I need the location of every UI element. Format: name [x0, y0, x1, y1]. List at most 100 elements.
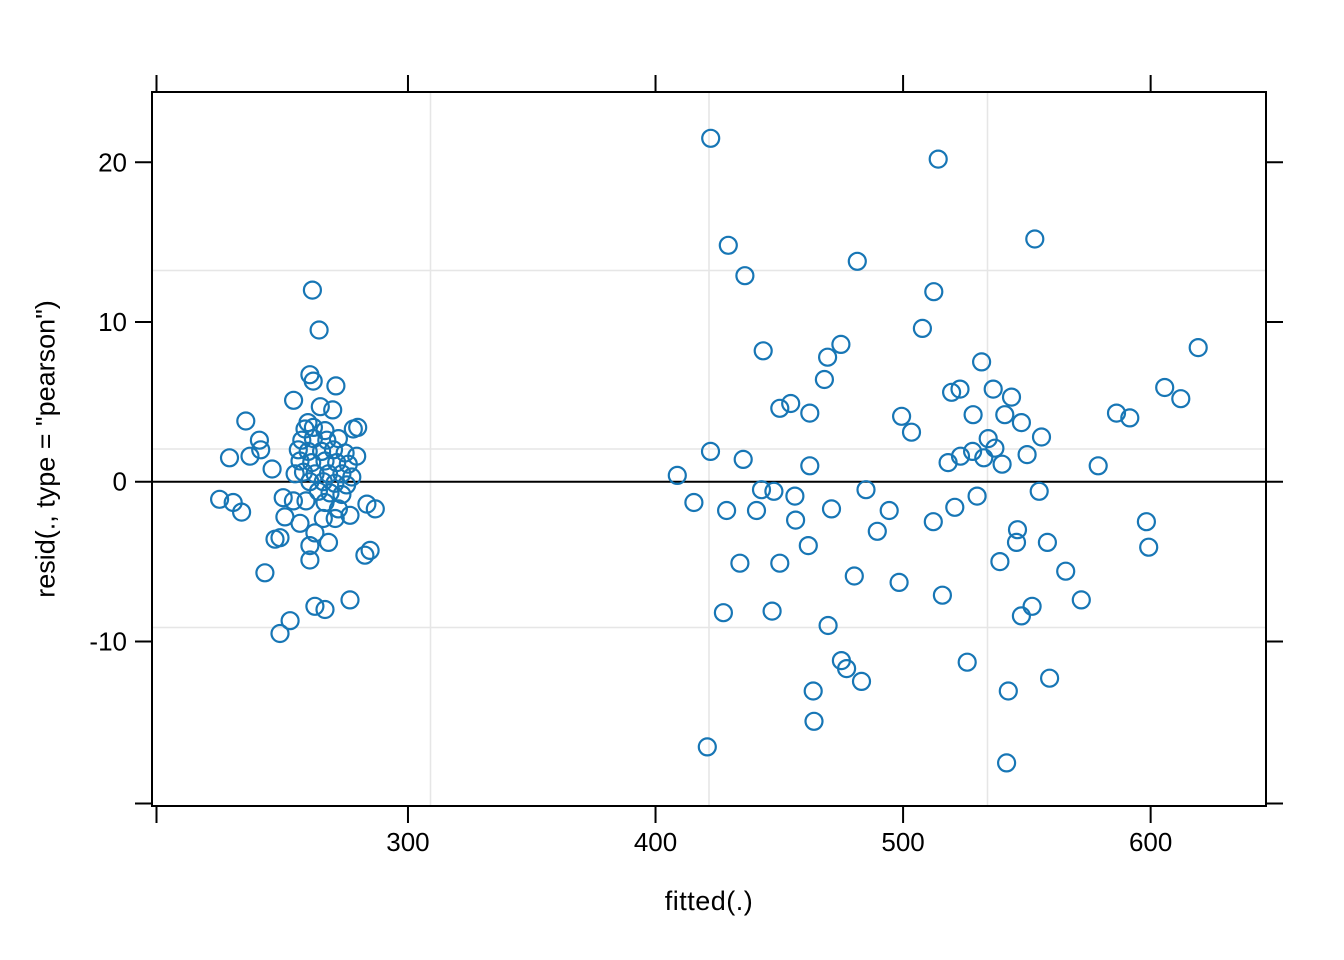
data-point — [667, 465, 687, 485]
x-axis-title: fitted(.) — [664, 886, 754, 916]
data-point — [1039, 668, 1060, 688]
data-point — [889, 572, 909, 593]
data-point — [305, 596, 325, 616]
data-point — [733, 449, 753, 469]
data-point — [240, 446, 260, 466]
data-point — [735, 266, 755, 286]
data-point — [950, 446, 971, 466]
data-point — [300, 550, 320, 570]
data-point — [219, 448, 240, 468]
data-point — [283, 491, 303, 511]
x-tick-label: 500 — [881, 827, 924, 857]
data-point — [251, 440, 271, 460]
data-point — [716, 500, 737, 521]
data-point — [1188, 338, 1208, 358]
data-point — [337, 475, 357, 495]
data-point — [1029, 481, 1049, 501]
data-point — [1071, 590, 1091, 610]
data-point — [1001, 387, 1022, 407]
data-point — [288, 440, 308, 460]
data-point — [998, 681, 1018, 701]
data-point — [280, 611, 300, 631]
data-point — [950, 379, 970, 399]
data-point — [284, 390, 304, 410]
data-point — [1025, 229, 1045, 249]
data-point — [360, 540, 380, 561]
data-point — [867, 521, 887, 541]
y-tick-label: -10 — [89, 626, 127, 656]
data-point — [983, 379, 1003, 399]
data-point — [1136, 512, 1157, 532]
data-point — [312, 441, 332, 461]
data-point — [971, 352, 992, 372]
data-point — [305, 523, 325, 543]
data-point — [1031, 427, 1052, 447]
data-point — [928, 149, 948, 169]
data-point — [851, 671, 872, 692]
data-point — [701, 128, 721, 148]
data-point — [912, 318, 933, 338]
data-point — [292, 430, 312, 450]
data-point — [800, 403, 820, 423]
data-point — [1017, 445, 1037, 465]
data-point — [814, 369, 835, 390]
data-point — [1139, 537, 1159, 557]
data-point — [293, 462, 314, 482]
data-point — [924, 282, 944, 302]
data-point — [300, 535, 320, 556]
data-point — [990, 551, 1010, 572]
x-tick-label: 300 — [386, 827, 429, 857]
data-point — [700, 441, 721, 461]
data-point — [303, 417, 323, 437]
data-point — [962, 441, 983, 461]
data-point — [265, 529, 285, 549]
data-point — [302, 280, 322, 300]
data-point — [313, 472, 333, 492]
data-point — [803, 681, 823, 701]
data-point — [1022, 596, 1042, 616]
data-point — [340, 590, 360, 610]
data-point — [340, 505, 360, 525]
data-point — [1088, 456, 1108, 476]
x-tick-label: 400 — [634, 827, 677, 857]
data-point — [963, 405, 983, 425]
data-point — [804, 711, 824, 731]
data-point — [901, 422, 922, 442]
data-point — [315, 451, 335, 471]
data-point — [821, 499, 842, 519]
data-point — [923, 512, 943, 532]
data-point — [255, 563, 275, 583]
data-point — [318, 532, 339, 553]
data-point — [1007, 520, 1028, 540]
data-point — [764, 481, 784, 501]
data-point — [290, 513, 310, 533]
data-point — [746, 500, 767, 521]
data-point — [697, 737, 717, 757]
data-point — [684, 492, 704, 513]
data-point — [338, 454, 358, 474]
data-point — [836, 658, 857, 679]
data-point — [978, 429, 998, 449]
data-point — [798, 535, 818, 556]
data-point — [355, 545, 375, 565]
data-point — [285, 464, 305, 484]
data-point — [800, 456, 820, 476]
data-point — [817, 347, 838, 367]
data-point — [270, 623, 290, 644]
data-point — [781, 393, 801, 414]
data-point — [309, 320, 329, 340]
data-point — [1155, 377, 1175, 398]
data-point — [932, 585, 953, 605]
data-point — [290, 451, 310, 471]
data-point — [1106, 403, 1127, 423]
data-point — [941, 382, 962, 402]
y-tick-label: 10 — [98, 307, 127, 337]
data-point — [310, 397, 330, 417]
data-point — [328, 499, 348, 519]
data-point — [967, 486, 987, 506]
data-point — [343, 419, 363, 439]
data-point — [210, 489, 230, 509]
data-point — [879, 500, 899, 521]
